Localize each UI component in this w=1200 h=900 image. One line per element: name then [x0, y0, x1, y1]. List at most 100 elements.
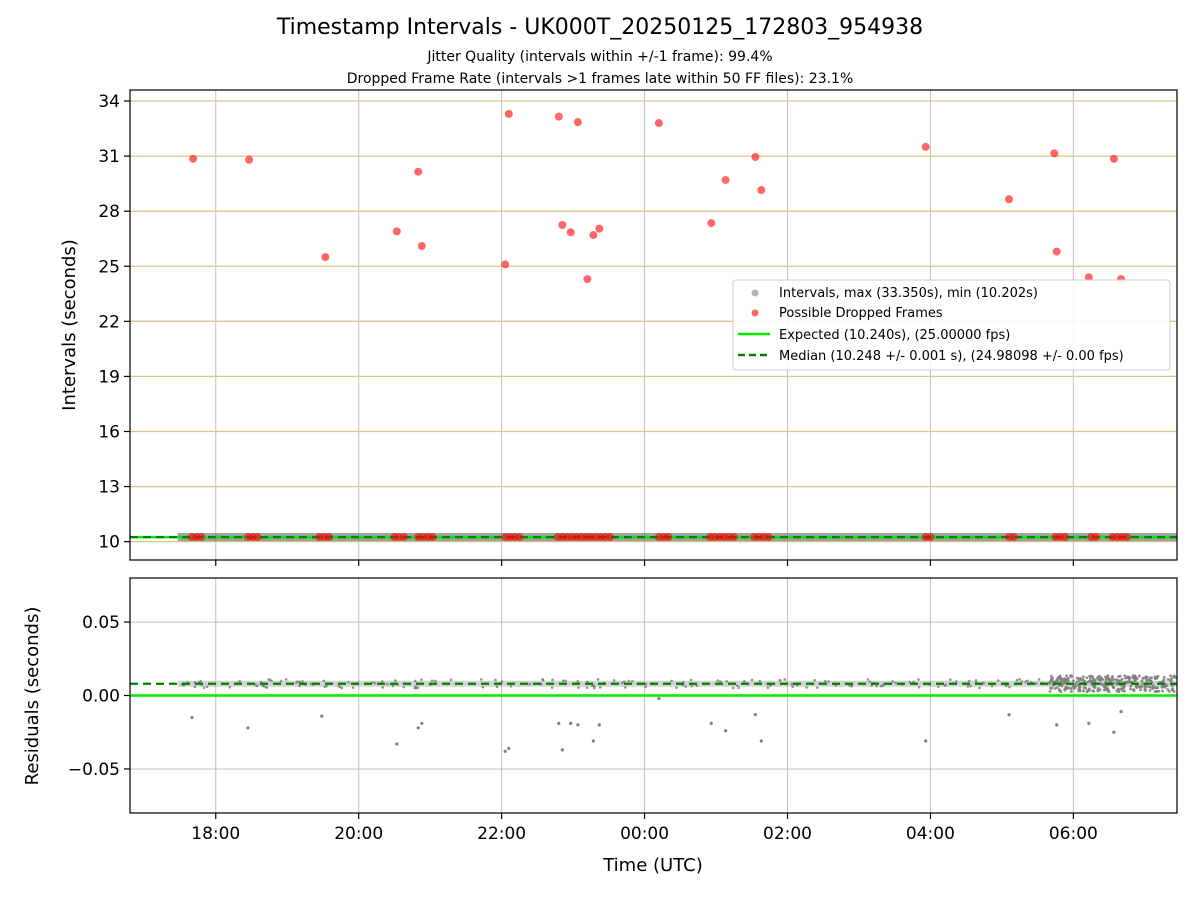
residual-point	[955, 680, 958, 683]
residual-point	[1102, 685, 1106, 689]
residual-point	[1107, 678, 1111, 682]
residual-point	[193, 685, 197, 689]
residual-point	[834, 684, 838, 687]
x-tick-label: 02:00	[763, 824, 812, 844]
residual-outlier-point	[759, 739, 763, 743]
residual-outlier-point	[420, 721, 424, 726]
residual-point	[1082, 689, 1085, 693]
residual-point	[791, 685, 794, 689]
residual-point	[1139, 688, 1142, 692]
residual-point	[1078, 685, 1082, 689]
residual-point	[481, 685, 485, 689]
dropped-frame-point	[729, 533, 738, 542]
residual-point	[1123, 674, 1127, 678]
residual-point	[1069, 687, 1073, 690]
residual-point	[1053, 686, 1057, 690]
dropped-frame-point	[757, 186, 766, 195]
residual-point	[1008, 685, 1011, 689]
residual-outlier-point	[924, 739, 928, 743]
residual-point	[394, 679, 397, 682]
bottom-y-tick-label: 0.00	[82, 687, 120, 707]
residual-outlier-point	[1007, 712, 1011, 717]
residual-point	[1109, 679, 1113, 683]
axes-ticks: 18:00 20:00 22:00 00:00 02:00 04:00 06:00 10 13 1…	[68, 92, 1098, 844]
residual-point	[347, 680, 350, 684]
residual-point	[684, 685, 687, 688]
residual-point	[690, 684, 693, 688]
residual-point	[1121, 686, 1125, 690]
residual-point	[1161, 679, 1165, 683]
residual-point	[891, 680, 895, 683]
residual-point	[996, 679, 1000, 682]
dropped-frame-point	[566, 228, 575, 237]
dropped-frame-point	[197, 533, 206, 542]
residual-point	[1134, 679, 1137, 682]
residual-point	[339, 685, 342, 689]
residual-point	[1172, 675, 1175, 679]
residual-point	[731, 686, 735, 690]
residual-outlier-point	[569, 721, 573, 726]
dropped-frame-point	[504, 109, 513, 118]
residual-point	[1140, 685, 1144, 689]
residual-point	[1151, 684, 1155, 687]
residual-point	[550, 686, 554, 689]
residual-point	[270, 679, 273, 682]
residual-point	[1063, 677, 1066, 681]
residual-point	[743, 679, 746, 683]
residual-point	[1050, 677, 1054, 681]
residual-point	[937, 685, 940, 688]
residual-point	[1153, 675, 1157, 679]
residual-point	[561, 679, 565, 683]
residual-point	[528, 682, 531, 686]
residual-outlier-point	[560, 748, 564, 752]
residual-point	[351, 686, 355, 689]
x-tick-label: 22:00	[477, 824, 526, 844]
dropped-frame-point	[558, 220, 567, 229]
residual-point	[500, 680, 504, 683]
residual-point	[430, 679, 434, 682]
residual-point	[1102, 688, 1106, 692]
dropped-frame-point	[245, 155, 254, 164]
dropped-frame-point	[583, 275, 592, 284]
residual-point	[1004, 684, 1008, 688]
residual-point	[1060, 684, 1064, 688]
residual-point	[298, 684, 301, 688]
residual-outlier-point	[1055, 723, 1059, 727]
dropped-frame-point	[1061, 533, 1070, 542]
residual-point	[1115, 689, 1119, 693]
residual-point	[1166, 688, 1170, 691]
residual-point	[1169, 679, 1172, 683]
residual-point	[1096, 689, 1100, 692]
residual-point	[1151, 687, 1154, 690]
bottom-y-tick-label: −0.05	[68, 760, 120, 780]
residual-point	[1074, 684, 1077, 688]
residual-point	[805, 686, 808, 689]
residual-point	[670, 679, 673, 683]
residual-point	[1163, 685, 1167, 689]
residual-point	[827, 680, 830, 683]
residual-point	[969, 684, 972, 688]
residual-point	[1063, 679, 1067, 683]
residual-point	[1119, 687, 1123, 691]
residual-point	[1162, 676, 1166, 679]
legend-entry-intervals: Intervals, max (33.350s), min (10.202s)	[779, 286, 1038, 301]
top-y-tick-label: 16	[98, 422, 120, 442]
residual-point	[675, 686, 678, 689]
residual-point	[769, 684, 772, 688]
residual-point	[1132, 676, 1135, 680]
residual-point	[1093, 684, 1097, 688]
legend-entry-median: Median (10.248 +/- 0.001 s), (24.98098 +…	[779, 349, 1124, 364]
residual-point	[1075, 680, 1079, 684]
residual-point	[716, 679, 720, 682]
residual-point	[279, 679, 283, 683]
residual-outlier-point	[416, 726, 420, 730]
top-y-tick-label: 28	[98, 202, 120, 222]
residual-point	[1088, 679, 1092, 683]
residual-point	[1026, 679, 1029, 683]
residual-point	[1148, 688, 1152, 692]
residual-point	[402, 685, 405, 689]
residual-point	[1131, 688, 1135, 692]
residual-point	[1056, 676, 1060, 680]
dropped-frame-point	[664, 533, 673, 542]
